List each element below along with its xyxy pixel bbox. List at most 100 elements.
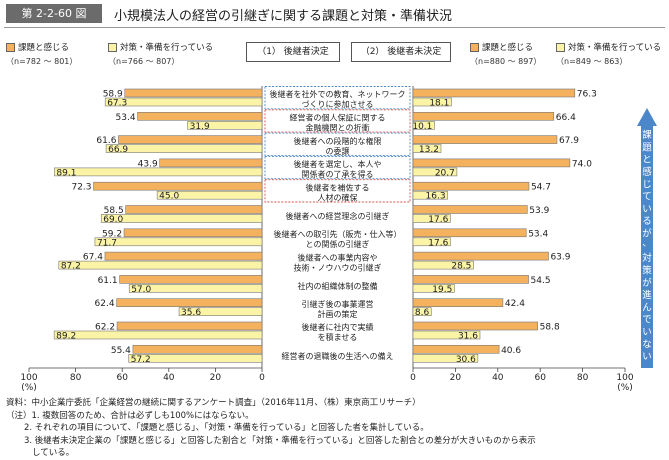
category-highlight-box	[264, 86, 411, 110]
value-label-decided-challenge: 55.4	[111, 346, 131, 356]
arrow-text-char: 課	[642, 129, 652, 141]
value-label-undecided-prep: 28.5	[451, 262, 471, 272]
bar-decided-challenge	[159, 158, 263, 168]
value-label-undecided-prep: 20.7	[435, 168, 455, 178]
category-label: の委譲	[326, 146, 350, 156]
value-label-decided-prep: 67.3	[107, 99, 127, 109]
category-label: 後継者への事業内容や	[298, 252, 378, 262]
value-label-undecided-challenge: 66.4	[556, 113, 576, 123]
value-label-decided-prep: 87.2	[61, 262, 81, 272]
value-label-undecided-challenge: 42.4	[505, 299, 525, 309]
note-3: 3. 後継者未決定企業の「課題と感じる」と回答した割合と「対策・準備を行っている…	[24, 435, 536, 446]
value-label-decided-challenge: 53.4	[116, 113, 136, 123]
bar-decided-challenge	[132, 344, 263, 354]
category-label: 計画の策定	[318, 309, 358, 319]
bar-undecided-prep	[412, 97, 452, 107]
left-tick-label: 40	[163, 373, 175, 383]
category-label: 後継者を社外での教育、ネットワーク	[270, 89, 406, 99]
left-tick-label: 80	[70, 373, 82, 383]
category-label: 後継者への経営理念の引継ぎ	[286, 211, 390, 221]
arrow-text-char: ん	[642, 302, 652, 313]
arrow-text-char: で	[642, 315, 652, 326]
value-label-undecided-challenge: 54.5	[531, 276, 551, 286]
up-arrow	[637, 108, 657, 368]
value-label-decided-challenge: 59.2	[102, 229, 122, 239]
category-label: 関係者の了承を得る	[302, 169, 374, 179]
bar-undecided-challenge	[412, 135, 558, 144]
bar-undecided-challenge	[412, 298, 504, 308]
category-highlight-box	[264, 132, 411, 156]
prep-swatch	[108, 43, 117, 52]
panel-label-decided: （1） 後継者決定	[246, 42, 340, 62]
legend-prep-n: （n=849 ～ 863）	[556, 57, 628, 66]
value-label-decided-prep: 89.1	[56, 168, 76, 178]
bar-undecided-challenge	[412, 251, 549, 261]
arrow-text-char: て	[642, 192, 652, 203]
value-label-undecided-challenge: 54.7	[531, 183, 551, 193]
bar-decided-prep	[128, 353, 263, 363]
category-highlight-box	[264, 155, 411, 180]
bar-undecided-challenge	[412, 275, 529, 284]
category-label: 後継者を選定し、本人や	[294, 159, 382, 169]
value-label-undecided-challenge: 63.9	[550, 253, 570, 263]
right-tick-label: 40	[492, 373, 504, 383]
arrow-text-char: じ	[642, 179, 652, 190]
bar-decided-prep	[53, 330, 263, 340]
value-label-undecided-prep: 31.6	[458, 332, 478, 342]
legend-left: 課題と感じる （n=782 ～ 801）	[6, 42, 77, 68]
bar-undecided-challenge	[412, 181, 530, 191]
arrow-text-char: 、	[642, 238, 652, 249]
challenge-swatch	[6, 43, 15, 52]
value-label-decided-prep: 57.2	[131, 355, 151, 365]
legend-challenge-n: （n=880 ～ 897）	[470, 57, 542, 66]
category-label: を積ませる	[318, 332, 358, 342]
value-label-decided-challenge: 62.2	[95, 323, 115, 333]
category-label: づくりに参加させる	[302, 99, 374, 109]
value-label-decided-prep: 35.6	[181, 308, 201, 318]
value-label-undecided-challenge: 40.6	[501, 346, 521, 356]
category-label: 後継者を補佐する	[306, 182, 370, 192]
bar-undecided-prep	[412, 284, 455, 293]
value-label-decided-challenge: 62.4	[95, 299, 115, 309]
category-label: 後継者への段階的な権限	[294, 136, 382, 146]
category-label: 経営者の退職後の生活への備え	[282, 351, 394, 361]
note-2: 2. それぞれの項目について、「課題と感じる」、「対策・準備を行っている」と回答…	[24, 423, 429, 433]
value-label-decided-challenge: 43.9	[138, 159, 158, 169]
note-1: （注）1. 複数回答のため、合計は必ずしも100%にはならない。	[6, 410, 254, 421]
bar-decided-challenge	[118, 135, 263, 144]
bar-decided-challenge	[125, 205, 263, 214]
value-label-undecided-prep: 30.6	[456, 355, 476, 365]
value-label-undecided-prep: 13.2	[419, 145, 439, 155]
value-label-undecided-challenge: 53.9	[529, 206, 549, 216]
legend-prep-label: 対策・準備を行っている	[568, 43, 662, 53]
value-label-decided-challenge: 67.4	[83, 253, 103, 263]
bar-undecided-prep	[412, 307, 432, 317]
value-label-decided-prep: 66.9	[108, 145, 128, 155]
bar-decided-challenge	[93, 181, 263, 191]
value-label-decided-prep: 89.2	[56, 332, 76, 342]
right-unit-label: (%)	[617, 383, 633, 393]
bar-decided-prep	[94, 237, 263, 247]
arrow-text-char: と	[642, 155, 652, 166]
category-label: 金融機関との折衝	[306, 122, 370, 132]
note-source: 資料：中小企業庁委託「企業経営の継続に関するアンケート調査」（2016年11月、…	[6, 398, 421, 408]
value-label-decided-challenge: 58.9	[103, 90, 123, 100]
arrow-text-char: る	[642, 216, 652, 227]
bar-undecided-prep	[412, 260, 474, 270]
value-label-undecided-challenge: 76.3	[577, 90, 597, 100]
bar-decided-prep	[128, 284, 263, 293]
arrow-text-char: い	[642, 352, 652, 363]
value-label-undecided-prep: 19.5	[432, 285, 452, 295]
bar-undecided-challenge	[412, 205, 528, 214]
bar-undecided-prep	[412, 144, 442, 153]
value-label-decided-challenge: 61.6	[96, 136, 116, 146]
value-label-decided-challenge: 61.1	[98, 276, 118, 286]
bar-decided-prep	[187, 121, 263, 130]
bar-undecided-challenge	[412, 228, 527, 238]
value-label-decided-prep: 57.0	[131, 285, 151, 295]
left-tick-label: 60	[116, 373, 128, 383]
arrow-text-char: 題	[642, 142, 652, 153]
arrow-text-char: が	[642, 228, 652, 240]
category-label: 後継者への取引先（販売・仕入等）	[274, 229, 402, 239]
bar-decided-prep	[105, 144, 263, 153]
